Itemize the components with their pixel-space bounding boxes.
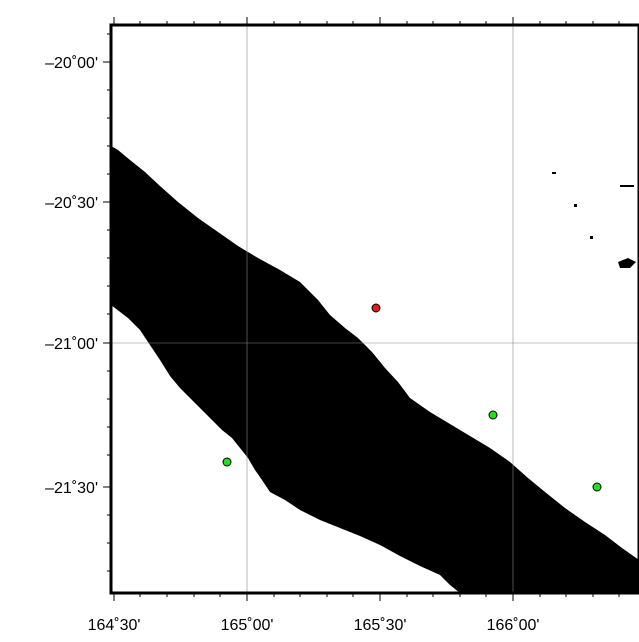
lat-label: –20˚00' (45, 55, 98, 72)
islet (552, 172, 556, 174)
lat-label: –20˚30' (45, 195, 98, 212)
islet (620, 185, 634, 187)
map-frame (109, 23, 639, 595)
islet (590, 236, 593, 239)
land-mass (111, 146, 639, 593)
islet (574, 204, 577, 207)
green-marker-2 (222, 457, 232, 467)
green-marker-1 (488, 410, 498, 420)
lat-label: –21˚00' (45, 336, 98, 353)
lon-label: 164˚30' (88, 617, 141, 634)
tick-marks (103, 17, 620, 601)
lat-label: –21˚30' (45, 480, 98, 497)
green-marker-3 (592, 482, 602, 492)
lon-label: 166˚00' (487, 617, 540, 634)
graticule (111, 25, 639, 593)
islet (618, 258, 636, 268)
lon-label: 165˚00' (221, 617, 274, 634)
red-marker (371, 303, 381, 313)
lon-label: 165˚30' (354, 617, 407, 634)
